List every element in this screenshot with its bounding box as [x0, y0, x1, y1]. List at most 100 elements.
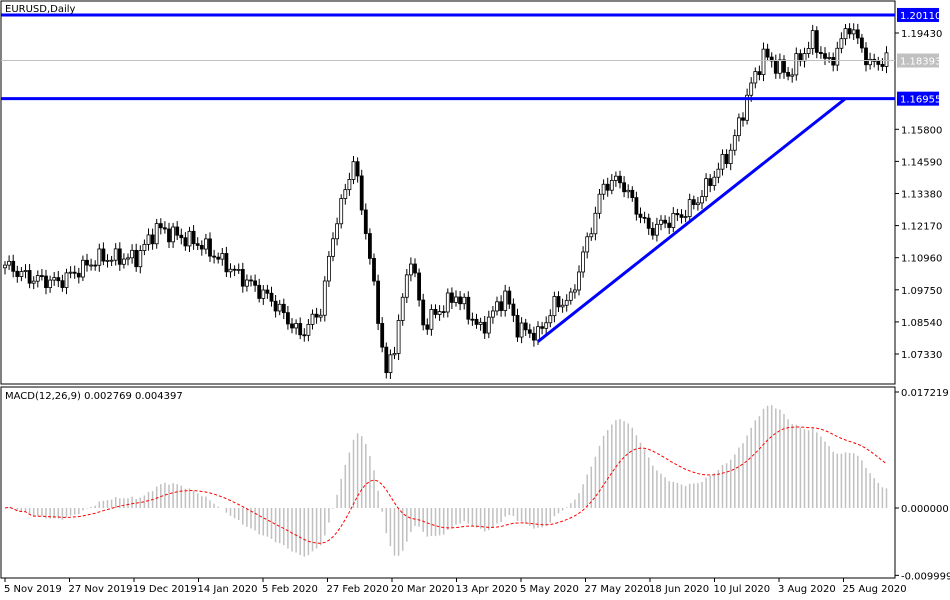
bull-candle	[712, 176, 717, 186]
bull-candle	[335, 223, 340, 240]
bull-candle	[437, 311, 442, 315]
bull-candle	[700, 196, 704, 204]
bull-candle	[97, 248, 102, 266]
bear-candle	[232, 268, 237, 271]
bull-candle	[601, 183, 606, 195]
bull-candle	[687, 199, 692, 217]
bull-candle	[445, 292, 450, 313]
bull-candle	[609, 180, 614, 191]
bear-candle	[642, 216, 647, 219]
y-tick-label: 1.09750	[901, 286, 942, 297]
bull-candle	[105, 259, 110, 262]
bull-candle	[704, 178, 708, 198]
macd-y-tick-label: 0.017219	[901, 388, 949, 399]
bull-candle	[220, 253, 225, 260]
bear-candle	[134, 249, 139, 268]
bull-candle	[581, 251, 585, 273]
bull-candle	[142, 243, 147, 251]
bear-candle	[630, 189, 635, 198]
bull-candle	[593, 212, 598, 235]
bull-candle	[339, 198, 344, 225]
bull-candle	[478, 321, 483, 325]
bull-candle	[490, 310, 495, 318]
bear-candle	[507, 290, 512, 305]
bear-candle	[179, 234, 184, 239]
bear-candle	[117, 248, 122, 265]
bear-candle	[556, 296, 561, 308]
bull-candle	[187, 230, 192, 247]
bear-candle	[384, 346, 389, 374]
bear-candle	[675, 212, 680, 216]
y-tick-label: 1.13380	[901, 190, 942, 201]
bull-candle	[720, 153, 725, 170]
bear-candle	[622, 182, 626, 193]
bear-candle	[433, 309, 438, 315]
x-tick-label: 5 Nov 2019	[4, 584, 62, 595]
bear-candle	[765, 48, 770, 58]
bear-candle	[798, 53, 803, 62]
x-tick-label: 20 Mar 2020	[391, 584, 454, 595]
x-tick-label: 27 Nov 2019	[69, 584, 133, 595]
bull-candle	[655, 223, 659, 236]
bear-candle	[72, 271, 77, 274]
bear-candle	[880, 64, 885, 67]
bear-candle	[819, 51, 823, 55]
bear-candle	[85, 259, 89, 266]
bull-candle	[400, 296, 405, 321]
y-tick-label: 1.07330	[901, 350, 942, 361]
bull-candle	[753, 71, 758, 84]
bull-candle	[802, 53, 807, 62]
bull-candle	[683, 216, 688, 218]
bull-candle	[585, 236, 590, 253]
bear-candle	[11, 260, 16, 272]
bull-candle	[109, 259, 114, 262]
bear-candle	[786, 71, 790, 77]
bear-candle	[691, 199, 696, 205]
bear-candle	[290, 323, 294, 329]
bull-candle	[326, 255, 331, 282]
bull-candle	[737, 117, 741, 137]
bull-candle	[126, 257, 130, 260]
bull-candle	[318, 314, 323, 318]
bear-candle	[618, 175, 622, 184]
bear-candle	[60, 280, 65, 288]
macd-y-tick-label: -0.009999	[901, 571, 950, 582]
bear-candle	[183, 237, 188, 247]
bull-candle	[331, 238, 335, 257]
bear-candle	[741, 117, 745, 121]
bull-candle	[392, 353, 397, 356]
bear-candle	[372, 257, 376, 282]
bear-candle	[314, 313, 319, 318]
bull-candle	[843, 28, 848, 40]
bull-candle	[519, 322, 524, 338]
bear-candle	[40, 275, 44, 277]
bear-candle	[876, 60, 881, 65]
bull-candle	[122, 258, 126, 265]
bull-candle	[171, 226, 176, 243]
bear-candle	[249, 279, 253, 282]
bear-candle	[199, 245, 204, 250]
bear-candle	[27, 270, 32, 284]
bear-candle	[532, 332, 536, 341]
bear-candle	[449, 292, 454, 303]
bear-candle	[93, 264, 98, 267]
bear-candle	[847, 28, 852, 35]
chart-title: EURUSD,Daily	[5, 4, 76, 15]
x-tick-label: 27 Feb 2020	[327, 584, 389, 595]
bull-candle	[732, 135, 737, 151]
bull-candle	[696, 202, 700, 205]
bull-candle	[19, 271, 24, 277]
bear-candle	[474, 318, 479, 325]
bear-candle	[515, 315, 520, 338]
bull-candle	[396, 320, 401, 354]
bull-candle	[486, 316, 491, 334]
bear-candle	[302, 334, 307, 337]
bull-candle	[404, 274, 409, 298]
bear-candle	[265, 289, 270, 294]
bull-candle	[89, 264, 93, 267]
bull-candle	[794, 53, 799, 76]
bear-candle	[380, 323, 385, 348]
bear-candle	[167, 228, 171, 243]
bear-candle	[708, 178, 713, 186]
